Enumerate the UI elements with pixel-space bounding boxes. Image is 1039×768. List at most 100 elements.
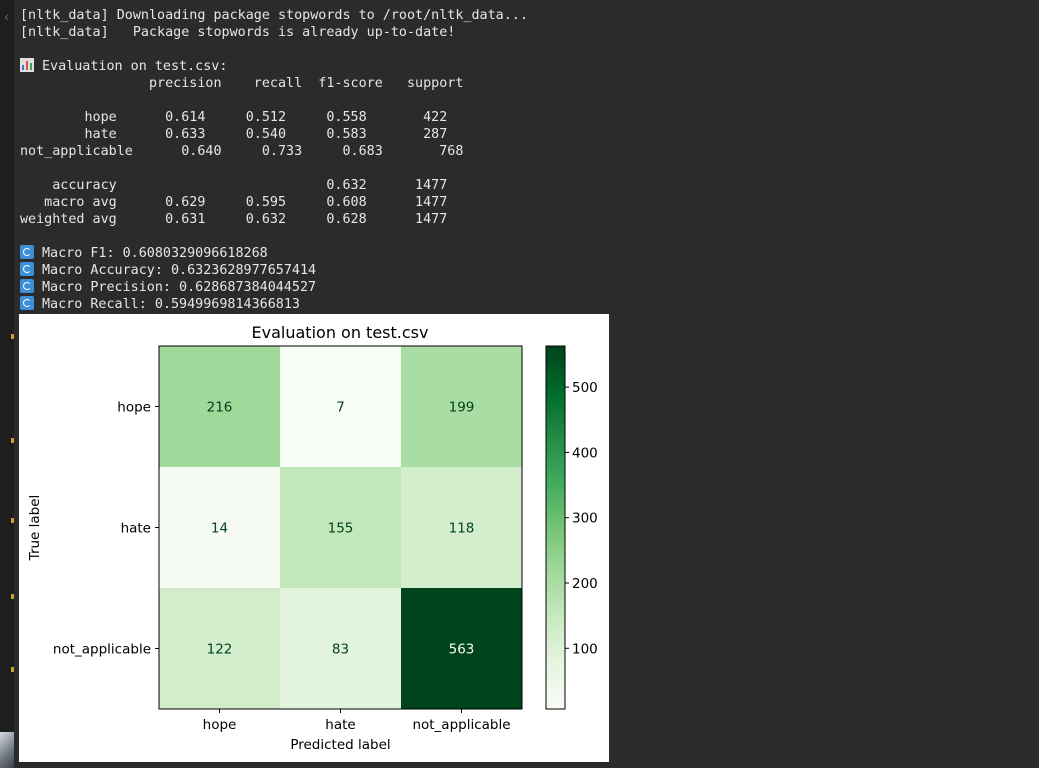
colorbar-tick-label: 400 bbox=[572, 445, 598, 461]
colorbar-segment bbox=[546, 624, 565, 628]
metric-text: Macro Precision: 0.628687384044527 bbox=[42, 280, 317, 295]
matrix-cell bbox=[401, 346, 522, 467]
colorbar-segment bbox=[546, 572, 565, 577]
colorbar-segment bbox=[546, 660, 565, 665]
colorbar-segment bbox=[546, 439, 565, 444]
colorbar-segment bbox=[546, 639, 565, 644]
metric-line: Macro F1: 0.6080329096618268 bbox=[20, 245, 620, 262]
cell-value: 7 bbox=[336, 400, 345, 416]
report-row: weighted avg 0.631 0.632 0.628 1477 bbox=[20, 212, 448, 227]
gutter-marker-icon bbox=[11, 438, 14, 443]
colorbar-segment bbox=[546, 621, 565, 625]
colorbar-segment bbox=[546, 361, 565, 365]
colorbar-segment bbox=[546, 524, 565, 529]
colorbar-segment bbox=[546, 473, 565, 477]
colorbar-tick-label: 200 bbox=[572, 576, 598, 592]
matrix-cell bbox=[280, 588, 401, 709]
colorbar-segment bbox=[546, 463, 565, 468]
colorbar-segment bbox=[546, 663, 565, 668]
colorbar-segment bbox=[546, 569, 565, 574]
metric-line: Macro Precision: 0.628687384044527 bbox=[20, 279, 620, 296]
colorbar-segment bbox=[546, 494, 565, 498]
output-line: [nltk_data] Downloading package stopword… bbox=[20, 8, 528, 23]
colorbar-segment bbox=[546, 406, 565, 411]
colorbar-segment bbox=[546, 349, 565, 353]
confusion-matrix-chart: Evaluation on test.csv 216 7 199 14 155 118 122… bbox=[27, 323, 598, 753]
colorbar-segment bbox=[546, 618, 565, 622]
matrix-cell bbox=[401, 588, 522, 709]
colorbar-segment bbox=[546, 352, 565, 356]
matrix-cell bbox=[280, 467, 401, 588]
colorbar-segment bbox=[546, 460, 565, 465]
colorbar-segment bbox=[546, 648, 565, 653]
colorbar-tick-label: 100 bbox=[572, 641, 598, 657]
colorbar-segment bbox=[546, 355, 565, 359]
colorbar-segment bbox=[546, 705, 565, 710]
colorbar-segment bbox=[546, 370, 565, 374]
y-axis-label: True label bbox=[27, 495, 43, 562]
repeat-icon bbox=[20, 296, 34, 310]
colorbar-segment bbox=[546, 609, 565, 613]
metric-line: Macro Accuracy: 0.6323628977657414 bbox=[20, 262, 620, 279]
colorbar-segment bbox=[546, 397, 565, 402]
colorbar-segment bbox=[546, 693, 565, 698]
colorbar-segment bbox=[546, 485, 565, 489]
colorbar-tick-label: 500 bbox=[572, 380, 598, 396]
editor-gutter: ‹ bbox=[0, 0, 14, 768]
report-row: hate 0.633 0.540 0.583 287 bbox=[20, 127, 448, 142]
colorbar-segment bbox=[546, 551, 565, 556]
output-line bbox=[20, 92, 620, 109]
metric-text: Macro Accuracy: 0.6323628977657414 bbox=[42, 263, 317, 278]
colorbar-segment bbox=[546, 482, 565, 486]
colorbar-segment bbox=[546, 388, 565, 392]
colorbar-segment bbox=[546, 597, 565, 601]
colorbar-segment bbox=[546, 442, 565, 447]
colorbar-segment bbox=[546, 591, 565, 595]
matrix-cell bbox=[401, 467, 522, 588]
colorbar-segment bbox=[546, 373, 565, 377]
colorbar-segment bbox=[546, 630, 565, 634]
colorbar-segment bbox=[546, 518, 565, 523]
gutter-marker-icon bbox=[11, 518, 14, 523]
colorbar-segment bbox=[546, 476, 565, 480]
colorbar-segment bbox=[546, 542, 565, 547]
colorbar-segment bbox=[546, 512, 565, 516]
y-tick-label: not_applicable bbox=[53, 642, 151, 658]
repeat-icon bbox=[20, 245, 34, 259]
colorbar-segment bbox=[546, 433, 565, 438]
colorbar-segment bbox=[546, 690, 565, 695]
metric-text: Macro Recall: 0.5949969814366813 bbox=[42, 297, 300, 312]
thumbnail-image bbox=[0, 732, 14, 768]
colorbar-segment bbox=[546, 539, 565, 544]
cell-value: 216 bbox=[207, 400, 233, 416]
colorbar-segment bbox=[546, 391, 565, 395]
colorbar-segment bbox=[546, 421, 565, 426]
colorbar-segment bbox=[546, 385, 565, 389]
colorbar-segment bbox=[546, 615, 565, 619]
report-row: hope 0.614 0.512 0.558 422 bbox=[20, 110, 448, 125]
gutter-marker-icon bbox=[11, 334, 14, 339]
colorbar-segment bbox=[546, 684, 565, 689]
report-row: not_applicable 0.640 0.733 0.683 768 bbox=[20, 144, 464, 159]
colorbar-segment bbox=[546, 427, 565, 432]
colorbar-segment bbox=[546, 672, 565, 677]
y-tick-label: hate bbox=[121, 521, 151, 537]
report-heading: Evaluation on test.csv: bbox=[42, 59, 228, 74]
colorbar-segment bbox=[546, 412, 565, 417]
colorbar-segment bbox=[546, 376, 565, 380]
colorbar-segment bbox=[546, 467, 565, 471]
colorbar-segment bbox=[546, 669, 565, 674]
colorbar-segment bbox=[546, 554, 565, 559]
matrix-cell bbox=[159, 346, 280, 467]
repeat-icon bbox=[20, 279, 34, 293]
colorbar-segment bbox=[546, 696, 565, 701]
colorbar-segment bbox=[546, 702, 565, 707]
bar-chart-icon bbox=[20, 58, 34, 72]
colorbar-segment bbox=[546, 563, 565, 568]
colorbar-segment bbox=[546, 445, 565, 450]
colorbar-segment bbox=[546, 382, 565, 386]
chevron-left-icon[interactable]: ‹ bbox=[3, 10, 11, 24]
chart-title: Evaluation on test.csv bbox=[252, 323, 429, 342]
colorbar-segment bbox=[546, 530, 565, 535]
matrix-cell bbox=[159, 467, 280, 588]
